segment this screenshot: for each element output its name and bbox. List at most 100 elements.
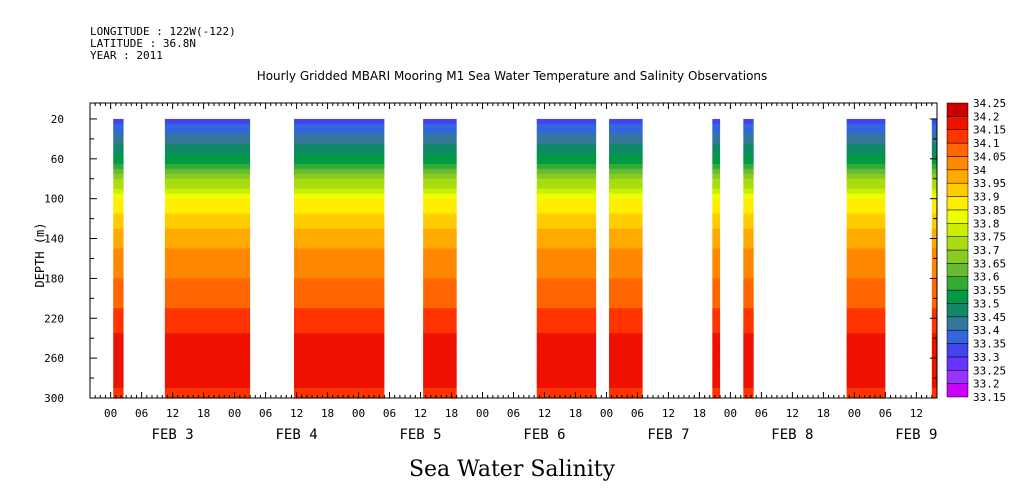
salinity-cell xyxy=(743,138,754,145)
salinity-cell xyxy=(846,363,886,369)
salinity-cell xyxy=(294,228,385,235)
salinity-cell xyxy=(164,363,251,369)
year-label: YEAR : 2011 xyxy=(90,49,163,62)
salinity-cell xyxy=(164,263,251,270)
salinity-cell xyxy=(846,303,886,309)
colorbar-label: 33.7 xyxy=(973,244,1000,257)
salinity-cell xyxy=(609,338,643,344)
salinity-cell xyxy=(113,203,124,210)
salinity-cell xyxy=(164,148,251,155)
salinity-cell xyxy=(113,243,124,250)
salinity-cell xyxy=(931,168,937,175)
salinity-cell xyxy=(712,253,721,260)
salinity-cell xyxy=(536,338,597,344)
salinity-cell xyxy=(609,353,643,359)
salinity-cell xyxy=(536,233,597,240)
salinity-cell xyxy=(423,348,457,354)
salinity-cell xyxy=(423,128,457,135)
colorbar-swatch xyxy=(946,316,969,331)
salinity-cell xyxy=(712,163,721,170)
salinity-cell xyxy=(743,258,754,265)
salinity-cell xyxy=(846,313,886,319)
salinity-cell xyxy=(743,293,754,299)
salinity-cell xyxy=(931,138,937,145)
salinity-cell xyxy=(846,368,886,374)
x-tick-label: 18 xyxy=(197,407,210,420)
salinity-cell xyxy=(931,278,937,284)
salinity-cell xyxy=(846,258,886,265)
x-tick-label: 06 xyxy=(879,407,892,420)
salinity-cell xyxy=(712,123,721,130)
salinity-cell xyxy=(931,148,937,155)
salinity-cell xyxy=(536,313,597,319)
salinity-cell xyxy=(113,128,124,135)
salinity-cell xyxy=(846,353,886,359)
salinity-cell xyxy=(294,393,385,399)
data-segment xyxy=(743,118,754,399)
salinity-cell xyxy=(294,123,385,130)
salinity-cell xyxy=(931,378,937,384)
salinity-cell xyxy=(294,178,385,185)
salinity-cell xyxy=(536,203,597,210)
salinity-cell xyxy=(609,253,643,260)
colorbar-swatch xyxy=(946,370,969,384)
y-axis-label: DEPTH (m) xyxy=(33,222,47,287)
salinity-cell xyxy=(609,363,643,369)
salinity-cell xyxy=(846,393,886,399)
salinity-cell xyxy=(609,203,643,210)
salinity-cell xyxy=(113,228,124,235)
colorbar-label: 33.8 xyxy=(973,217,1000,230)
salinity-cell xyxy=(164,183,251,190)
salinity-cell xyxy=(423,248,457,255)
salinity-cell xyxy=(846,378,886,384)
salinity-cell xyxy=(712,278,721,284)
salinity-cell xyxy=(931,223,937,230)
salinity-cell xyxy=(931,273,937,280)
salinity-cell xyxy=(846,273,886,280)
day-label: FEB 3 xyxy=(152,427,194,443)
salinity-cell xyxy=(846,308,886,314)
salinity-cell xyxy=(712,343,721,349)
colorbar-label: 33.45 xyxy=(973,311,1006,324)
x-tick-label: 12 xyxy=(662,407,675,420)
salinity-cell xyxy=(846,158,886,165)
salinity-cell xyxy=(931,308,937,314)
salinity-cell xyxy=(846,203,886,210)
salinity-cell xyxy=(164,123,251,130)
salinity-cell xyxy=(712,118,721,125)
salinity-cell xyxy=(609,293,643,299)
salinity-cell xyxy=(743,193,754,200)
salinity-cell xyxy=(536,283,597,289)
salinity-cell xyxy=(712,153,721,160)
salinity-cell xyxy=(536,393,597,399)
salinity-cell xyxy=(423,123,457,130)
day-label: FEB 6 xyxy=(523,427,565,443)
salinity-cell xyxy=(536,278,597,284)
salinity-cell xyxy=(931,323,937,329)
data-segment xyxy=(846,118,886,399)
salinity-cell xyxy=(743,198,754,205)
salinity-cell xyxy=(846,293,886,299)
colorbar-label: 33.75 xyxy=(973,231,1006,244)
salinity-cell xyxy=(423,223,457,230)
colorbar-swatch xyxy=(946,209,969,224)
salinity-cell xyxy=(164,193,251,200)
salinity-cell xyxy=(609,158,643,165)
colorbar-swatch xyxy=(946,329,969,344)
salinity-cell xyxy=(743,143,754,150)
day-label: FEB 4 xyxy=(276,427,318,443)
salinity-cell xyxy=(712,353,721,359)
salinity-cell xyxy=(743,378,754,384)
salinity-cell xyxy=(846,183,886,190)
salinity-cell xyxy=(536,273,597,280)
salinity-cell xyxy=(931,368,937,374)
salinity-cell xyxy=(423,368,457,374)
salinity-cell xyxy=(164,373,251,379)
salinity-cell xyxy=(609,303,643,309)
salinity-cell xyxy=(609,308,643,314)
salinity-cell xyxy=(609,118,643,125)
x-tick-label: 12 xyxy=(786,407,799,420)
salinity-cell xyxy=(113,238,124,245)
salinity-cell xyxy=(609,393,643,399)
salinity-cell xyxy=(294,368,385,374)
